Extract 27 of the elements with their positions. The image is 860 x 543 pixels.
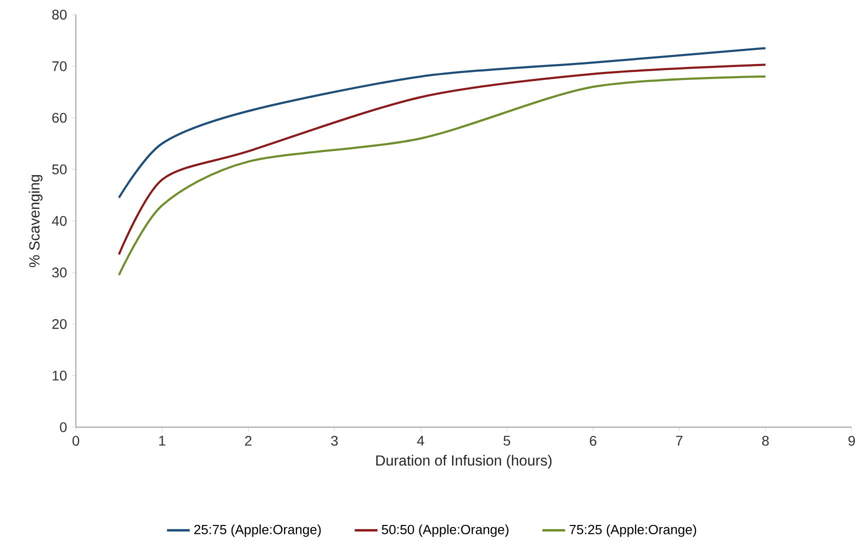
line-series (118, 47, 767, 199)
x-tick-label: 8 (762, 436, 769, 446)
y-tick-label: 30 (52, 268, 67, 278)
x-tick-label: 7 (676, 436, 682, 446)
y-tick-label: 10 (52, 370, 67, 381)
line-series (118, 75, 767, 276)
x-tick-label: 9 (848, 436, 855, 446)
y-tick-label: 0 (60, 422, 67, 432)
y-tick-label: 20 (52, 319, 67, 330)
legend-label: 50:50 (Apple:Orange) (382, 524, 508, 537)
x-tick-label: 1 (159, 436, 166, 446)
x-tick-label: 6 (590, 436, 596, 446)
x-tick-label: 4 (417, 436, 424, 446)
x-axis-title: Duration of Infusion (hours) (376, 454, 552, 469)
legend-label: 75:25 (Apple:Orange) (570, 524, 696, 537)
line-series (118, 64, 767, 256)
y-axis-title: % Scavenging (28, 175, 42, 268)
y-tick-label: 80 (52, 10, 67, 20)
y-tick-label: 40 (52, 216, 67, 226)
x-tick-label: 0 (72, 436, 80, 446)
y-tick-label: 70 (52, 61, 67, 72)
legend-label: 25:75 (Apple:Orange) (194, 524, 321, 537)
x-tick-label: 2 (245, 436, 252, 446)
x-tick-label: 3 (331, 436, 338, 446)
y-tick-label: 50 (52, 164, 67, 174)
x-tick-label: 5 (504, 436, 510, 446)
y-tick-label: 60 (52, 112, 67, 123)
